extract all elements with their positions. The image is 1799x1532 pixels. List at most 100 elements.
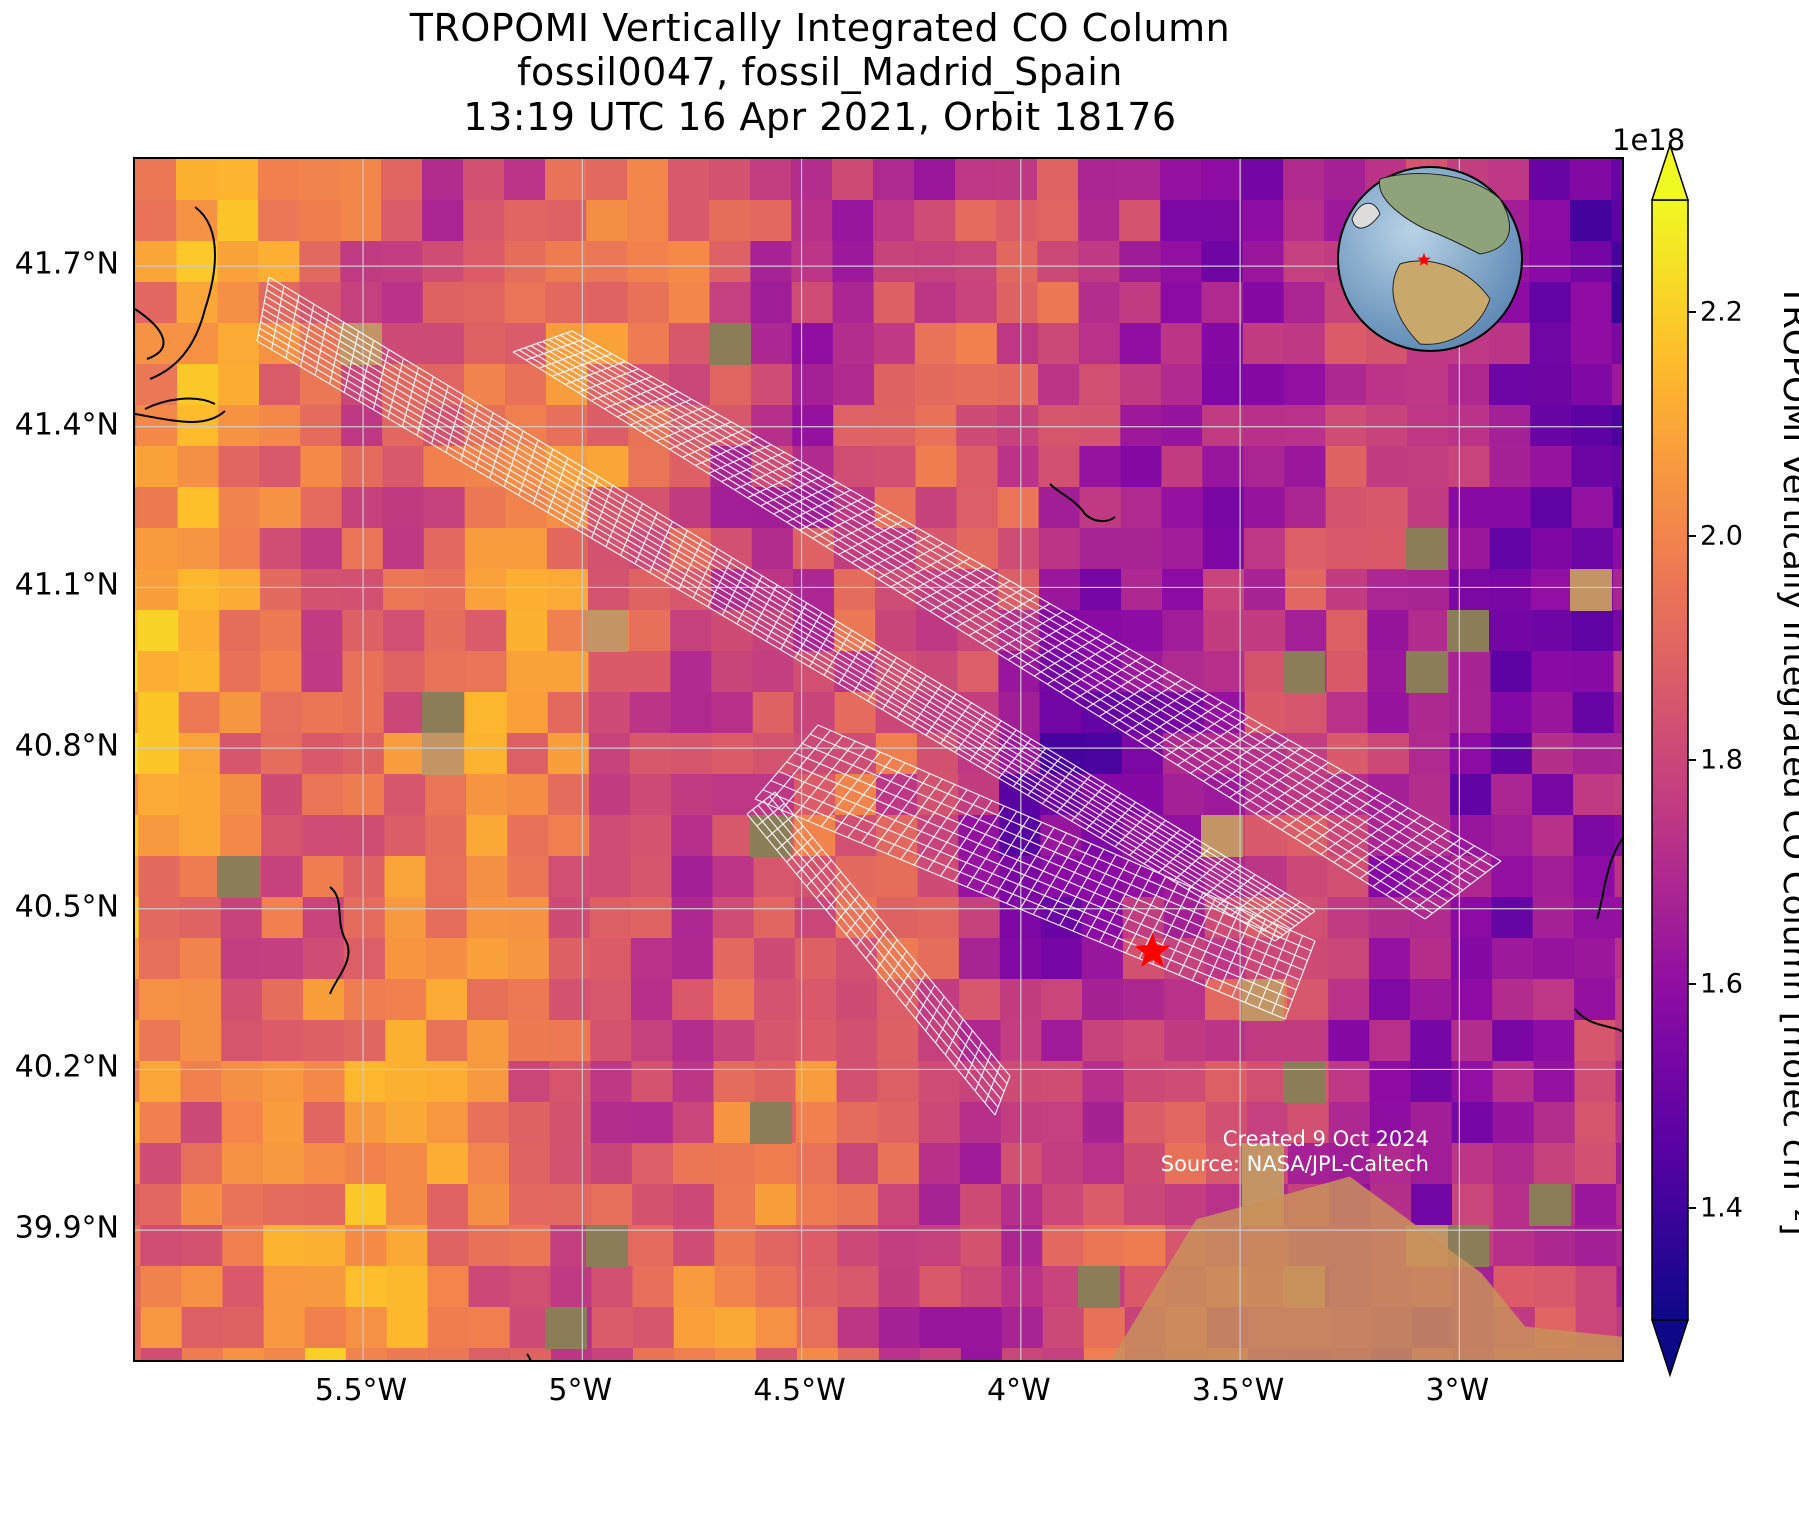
co-pixel (463, 323, 506, 365)
co-pixel (259, 487, 302, 529)
co-pixel (795, 1061, 838, 1103)
co-pixel (1037, 159, 1079, 201)
co-pixel (304, 1307, 347, 1349)
co-pixel (753, 856, 796, 898)
swath-cross-line (845, 905, 870, 935)
swath-along-line (536, 343, 1456, 897)
co-pixel (791, 323, 834, 365)
co-pixel (1040, 938, 1083, 980)
latitude-tick-label: 40.5°N (14, 889, 119, 925)
co-pixel (1575, 1184, 1618, 1226)
co-pixel (1121, 733, 1164, 775)
co-pixel (135, 1143, 141, 1185)
swath-along-line (260, 321, 1288, 933)
co-pixel (343, 938, 386, 980)
co-pixel (1369, 1061, 1412, 1103)
co-pixel (791, 159, 833, 201)
co-pixel (504, 323, 547, 365)
co-pixel (1161, 487, 1204, 529)
co-pixel (919, 1307, 962, 1349)
co-pixel (629, 733, 672, 775)
co-pixel (751, 364, 794, 406)
co-pixel (1493, 1184, 1536, 1226)
red-star-icon (1134, 932, 1171, 967)
imagery-patch (1406, 528, 1448, 570)
co-pixel (509, 1348, 552, 1360)
co-pixel (589, 856, 632, 898)
swath-along-line (752, 809, 999, 1108)
co-pixel (713, 1102, 756, 1144)
swath-south (746, 791, 1011, 1116)
co-pixel (1326, 651, 1369, 693)
co-pixel (1451, 1061, 1494, 1103)
co-pixel (1612, 528, 1622, 570)
co-pixel (550, 1184, 593, 1226)
co-pixel (135, 1061, 141, 1103)
co-pixel (221, 979, 264, 1021)
co-pixel (1574, 1143, 1617, 1185)
co-pixel (1205, 1061, 1248, 1103)
co-pixel (138, 938, 181, 980)
co-pixel (672, 979, 715, 1021)
co-pixel (468, 1225, 511, 1267)
co-pixel (709, 200, 752, 242)
co-pixel (1246, 1020, 1289, 1062)
co-pixel (343, 897, 386, 939)
colorbar-tick-mark (1688, 1207, 1696, 1209)
map-panel[interactable]: Created 9 Oct 2024 Source: NASA/JPL-Calt… (133, 157, 1624, 1362)
swath-along-line (524, 347, 1441, 908)
co-pixel (1041, 979, 1084, 1021)
co-pixel (1123, 1061, 1166, 1103)
co-pixel (997, 364, 1040, 406)
imagery-patch (709, 323, 751, 365)
latitude-tick-label: 40.8°N (14, 728, 119, 764)
co-pixel (709, 159, 751, 201)
co-pixel (1531, 692, 1574, 734)
co-pixel (1328, 1020, 1371, 1062)
swath-cross-line (984, 1064, 1002, 1104)
co-pixel (219, 569, 262, 611)
imagery-patch (1242, 1143, 1284, 1185)
co-pixel (998, 733, 1041, 775)
co-pixel (711, 651, 754, 693)
co-pixel (1410, 1061, 1453, 1103)
co-pixel (712, 774, 755, 816)
co-pixel-layer (135, 159, 1622, 1360)
co-pixel (673, 1225, 716, 1267)
co-pixel (424, 569, 467, 611)
co-pixel (1244, 569, 1287, 611)
co-pixel (874, 364, 917, 406)
co-pixel (550, 1348, 593, 1360)
co-pixel (1490, 569, 1533, 611)
co-pixel (343, 774, 386, 816)
co-pixel (1083, 1307, 1126, 1349)
data-source: Source: NASA/JPL-Caltech (1160, 1152, 1429, 1176)
co-pixel (299, 159, 341, 201)
co-pixel (345, 1225, 388, 1267)
co-pixel (1202, 364, 1245, 406)
co-pixel (464, 528, 507, 570)
co-pixel (1532, 897, 1575, 939)
co-pixel (343, 856, 386, 898)
swath-cross-line (865, 927, 889, 959)
co-pixel (586, 200, 629, 242)
co-pixel (1611, 200, 1622, 242)
co-pixel (915, 364, 958, 406)
swath-along-line (794, 752, 1304, 971)
co-pixel (1164, 979, 1207, 1021)
co-pixel (1489, 405, 1532, 447)
swath-cross-line (806, 859, 832, 887)
co-pixel (219, 733, 262, 775)
co-pixel (1532, 856, 1575, 898)
co-pixel (1283, 159, 1325, 201)
co-pixel (135, 1266, 142, 1308)
co-pixel (1407, 446, 1450, 488)
co-pixel (1616, 1225, 1622, 1267)
co-pixel (588, 733, 631, 775)
landmass-africa (1392, 260, 1491, 345)
co-pixel (1201, 323, 1244, 365)
co-pixel (1245, 938, 1288, 980)
map-canvas (135, 159, 1622, 1360)
co-pixel (1614, 856, 1622, 898)
swath-cross-line (964, 1041, 983, 1080)
